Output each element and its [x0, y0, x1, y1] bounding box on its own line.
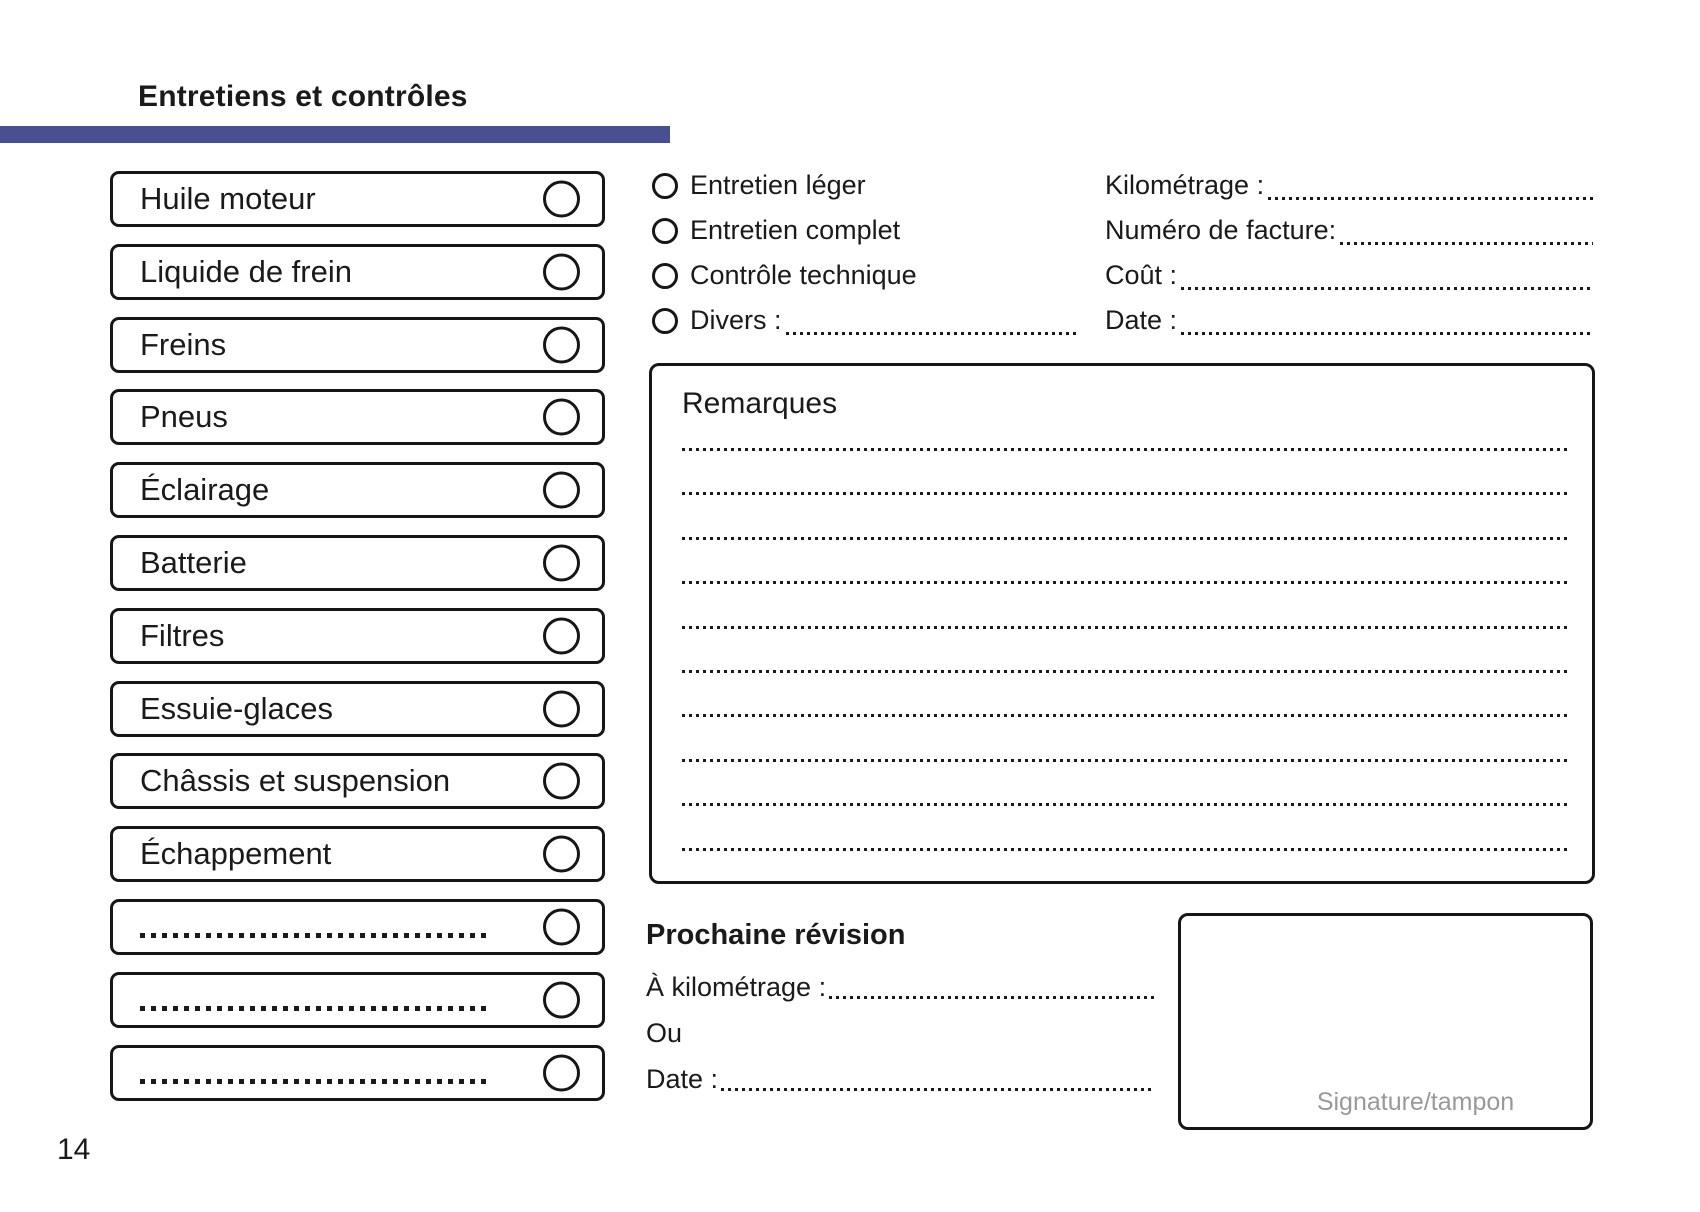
page-title: Entretiens et contrôles	[138, 80, 468, 113]
field-label: Numéro de facture:	[1105, 215, 1337, 245]
service-option-controle-technique: Contrôle technique	[652, 253, 1078, 298]
next-service-km-row: À kilométrage :	[646, 970, 1155, 1004]
service-type-options: Entretien léger Entretien complet Contrô…	[652, 163, 1078, 343]
check-circle[interactable]	[543, 908, 580, 946]
field-cout: Coût :	[1105, 253, 1593, 298]
service-option-label: Entretien léger	[690, 170, 866, 200]
checklist-row-filtres: Filtres	[110, 607, 605, 664]
check-circle[interactable]	[543, 326, 580, 364]
radio-circle[interactable]	[652, 307, 678, 334]
checklist-row-batterie: Batterie	[110, 534, 605, 591]
service-option-label: Contrôle technique	[690, 260, 917, 290]
next-date-fill-in-line[interactable]	[721, 1088, 1155, 1091]
check-circle[interactable]	[543, 1054, 580, 1092]
service-option-label: Divers :	[690, 305, 782, 335]
remarks-fill-in-line[interactable]	[682, 625, 1567, 629]
date-label: Date :	[646, 1063, 719, 1094]
remarks-fill-in-line[interactable]	[682, 714, 1567, 718]
field-label: Date :	[1105, 305, 1178, 335]
blank-entry-dotted-line[interactable]	[140, 1079, 488, 1085]
service-option-label: Entretien complet	[690, 215, 901, 245]
remarks-fill-in-line[interactable]	[682, 492, 1567, 496]
field-label: Kilométrage :	[1105, 170, 1265, 200]
checklist-row-essuie-glaces: Essuie-glaces	[110, 680, 605, 737]
check-circle[interactable]	[543, 690, 580, 728]
checklist-row-liquide-de-frein: Liquide de frein	[110, 243, 605, 300]
title-underline-bar	[0, 126, 670, 143]
checklist-row-blank-2	[110, 971, 605, 1028]
remarks-fill-in-line[interactable]	[682, 669, 1567, 673]
checklist-label: Huile moteur	[140, 181, 316, 216]
service-option-entretien-leger: Entretien léger	[652, 163, 1078, 208]
radio-circle[interactable]	[652, 217, 678, 244]
checklist-row-freins: Freins	[110, 316, 605, 373]
checklist-label: Pneus	[140, 399, 228, 435]
field-label: Coût :	[1105, 260, 1178, 290]
page-number: 14	[57, 1133, 91, 1166]
cout-fill-in-line[interactable]	[1181, 287, 1593, 290]
checklist-row-blank-3	[110, 1044, 605, 1101]
remarks-fill-in-line[interactable]	[682, 448, 1567, 451]
invoice-fields: Kilométrage : Numéro de facture: Coût : …	[1105, 163, 1593, 343]
checklist-label: Échappement	[140, 836, 332, 872]
radio-circle[interactable]	[652, 172, 678, 199]
service-option-entretien-complet: Entretien complet	[652, 208, 1078, 253]
checklist-row-pneus: Pneus	[110, 389, 605, 446]
check-circle[interactable]	[543, 471, 580, 509]
check-circle[interactable]	[543, 180, 580, 218]
remarks-title: Remarques	[682, 387, 838, 420]
check-circle[interactable]	[543, 617, 580, 655]
checklist-row-blank-1	[110, 898, 605, 955]
signature-box[interactable]: Signature/tampon	[1178, 913, 1593, 1130]
checklist-row-chassis-suspension: Châssis et suspension	[110, 753, 605, 810]
blank-entry-dotted-line[interactable]	[140, 1006, 488, 1012]
remarks-fill-in-line[interactable]	[682, 803, 1567, 807]
checklist-row-eclairage: Éclairage	[110, 462, 605, 519]
next-service-title: Prochaine révision	[646, 919, 906, 951]
check-circle[interactable]	[543, 835, 580, 873]
remarks-fill-in-line[interactable]	[682, 847, 1567, 851]
service-option-divers: Divers :	[652, 298, 1078, 343]
checklist-label: Liquide de frein	[140, 253, 352, 289]
checklist-row-echappement: Échappement	[110, 826, 605, 883]
check-circle[interactable]	[543, 544, 580, 582]
divers-fill-in-line[interactable]	[785, 332, 1078, 335]
next-service-section: Prochaine révision À kilométrage : Ou Da…	[646, 918, 1155, 1108]
date-fill-in-line[interactable]	[1181, 332, 1593, 335]
field-date: Date :	[1105, 298, 1593, 343]
checklist-label: Essuie-glaces	[140, 690, 333, 726]
remarks-box: Remarques	[649, 363, 1595, 884]
checklist-row-huile-moteur: Huile moteur	[110, 171, 605, 227]
checklist-label: Châssis et suspension	[140, 763, 451, 799]
check-circle[interactable]	[543, 398, 580, 436]
check-circle[interactable]	[543, 253, 580, 291]
checklist-label: Batterie	[140, 544, 247, 580]
or-label: Ou	[646, 1017, 683, 1048]
kilometrage-fill-in-line[interactable]	[1268, 197, 1593, 200]
remarks-fill-in-line[interactable]	[682, 536, 1567, 540]
remarks-fill-in-line[interactable]	[682, 581, 1567, 585]
check-circle[interactable]	[543, 762, 580, 800]
next-service-or-row: Ou	[646, 1016, 1155, 1050]
remarks-fill-in-line[interactable]	[682, 758, 1567, 762]
next-service-date-row: Date :	[646, 1062, 1155, 1096]
facture-fill-in-line[interactable]	[1340, 242, 1593, 245]
km-fill-in-line[interactable]	[829, 996, 1155, 999]
blank-entry-dotted-line[interactable]	[140, 933, 488, 939]
radio-circle[interactable]	[652, 262, 678, 289]
checklist-label: Freins	[140, 326, 227, 362]
km-label: À kilométrage :	[646, 971, 827, 1002]
check-circle[interactable]	[543, 981, 580, 1019]
remarks-lines	[682, 448, 1567, 892]
maintenance-checklist: Huile moteur Liquide de frein Freins Pne…	[110, 171, 605, 1117]
field-numero-facture: Numéro de facture:	[1105, 208, 1593, 253]
field-kilometrage: Kilométrage :	[1105, 163, 1593, 208]
signature-label: Signature/tampon	[1316, 1088, 1515, 1116]
checklist-label: Éclairage	[140, 472, 270, 508]
checklist-label: Filtres	[140, 617, 225, 653]
